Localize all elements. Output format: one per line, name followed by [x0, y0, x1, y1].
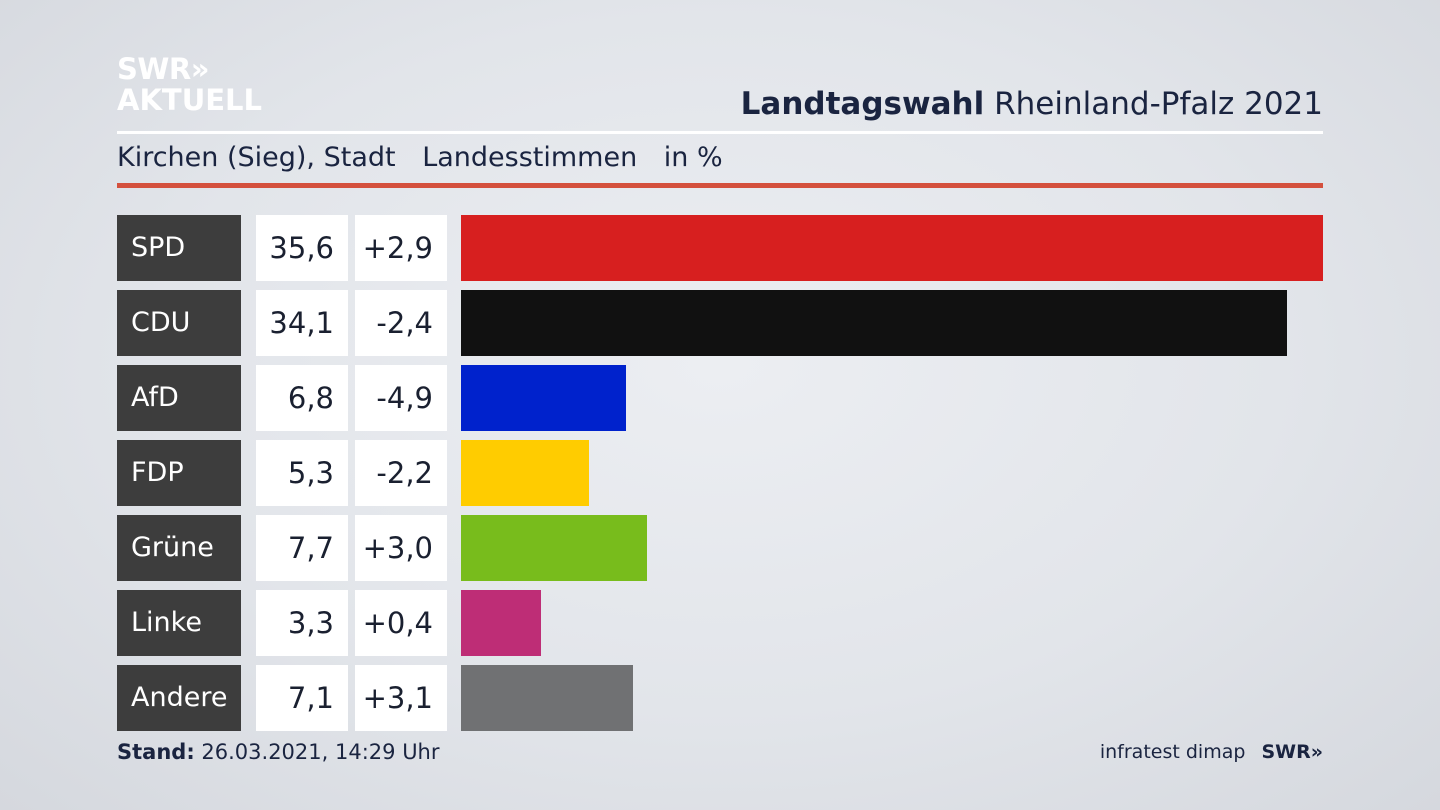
change-label: -4,9 — [355, 365, 447, 431]
change-label: +2,9 — [355, 215, 447, 281]
value-label: 7,7 — [256, 515, 348, 581]
chart-row: Linke 3,3 +0,4 — [117, 590, 1323, 656]
accent-divider — [117, 183, 1323, 188]
bar-cdu — [461, 290, 1287, 356]
chart-row: Grüne 7,7 +3,0 — [117, 515, 1323, 581]
bar-spd — [461, 215, 1323, 281]
change-label: +3,0 — [355, 515, 447, 581]
value-label: 35,6 — [256, 215, 348, 281]
change-label: -2,2 — [355, 440, 447, 506]
page-title: Landtagswahl Rheinland-Pfalz 2021 — [741, 86, 1323, 122]
party-label: SPD — [117, 215, 241, 281]
bar-fdp — [461, 440, 589, 506]
change-label: -2,4 — [355, 290, 447, 356]
title-bold: Landtagswahl — [740, 86, 985, 122]
change-label: +3,1 — [355, 665, 447, 731]
chart-row: FDP 5,3 -2,2 — [117, 440, 1323, 506]
subheader: Kirchen (Sieg), Stadt Landesstimmen in % — [117, 142, 741, 173]
swr-brand-logo: SWR» — [1261, 741, 1323, 763]
location-label: Kirchen (Sieg), Stadt — [117, 142, 396, 173]
title-regular: Rheinland-Pfalz 2021 — [994, 86, 1323, 122]
timestamp: Stand: 26.03.2021, 14:29 Uhr — [117, 740, 440, 764]
chart-row: AfD 6,8 -4,9 — [117, 365, 1323, 431]
chart-row: SPD 35,6 +2,9 — [117, 215, 1323, 281]
party-label: Grüne — [117, 515, 241, 581]
source-credit: infratest dimap SWR» — [1100, 741, 1323, 763]
party-label: CDU — [117, 290, 241, 356]
value-label: 5,3 — [256, 440, 348, 506]
swr-aktuell-logo: SWR» AKTUELL — [117, 54, 262, 116]
unit-label: in % — [663, 142, 723, 173]
stand-value: 26.03.2021, 14:29 Uhr — [201, 740, 440, 764]
logo-line-2: AKTUELL — [117, 83, 263, 117]
value-label: 6,8 — [256, 365, 348, 431]
header-divider — [117, 131, 1323, 134]
bar-andere — [461, 665, 633, 731]
party-label: Andere — [117, 665, 241, 731]
bar-afd — [461, 365, 626, 431]
chart-row: Andere 7,1 +3,1 — [117, 665, 1323, 731]
logo-line-1: SWR» — [117, 52, 209, 86]
source-label: infratest dimap — [1099, 741, 1246, 763]
bar-grüne — [461, 515, 647, 581]
party-label: FDP — [117, 440, 241, 506]
party-label: Linke — [117, 590, 241, 656]
value-label: 7,1 — [256, 665, 348, 731]
stand-label: Stand: — [117, 740, 195, 764]
chart-row: CDU 34,1 -2,4 — [117, 290, 1323, 356]
value-label: 34,1 — [256, 290, 348, 356]
change-label: +0,4 — [355, 590, 447, 656]
value-label: 3,3 — [256, 590, 348, 656]
party-label: AfD — [117, 365, 241, 431]
vote-type-label: Landesstimmen — [422, 142, 638, 173]
bar-linke — [461, 590, 541, 656]
